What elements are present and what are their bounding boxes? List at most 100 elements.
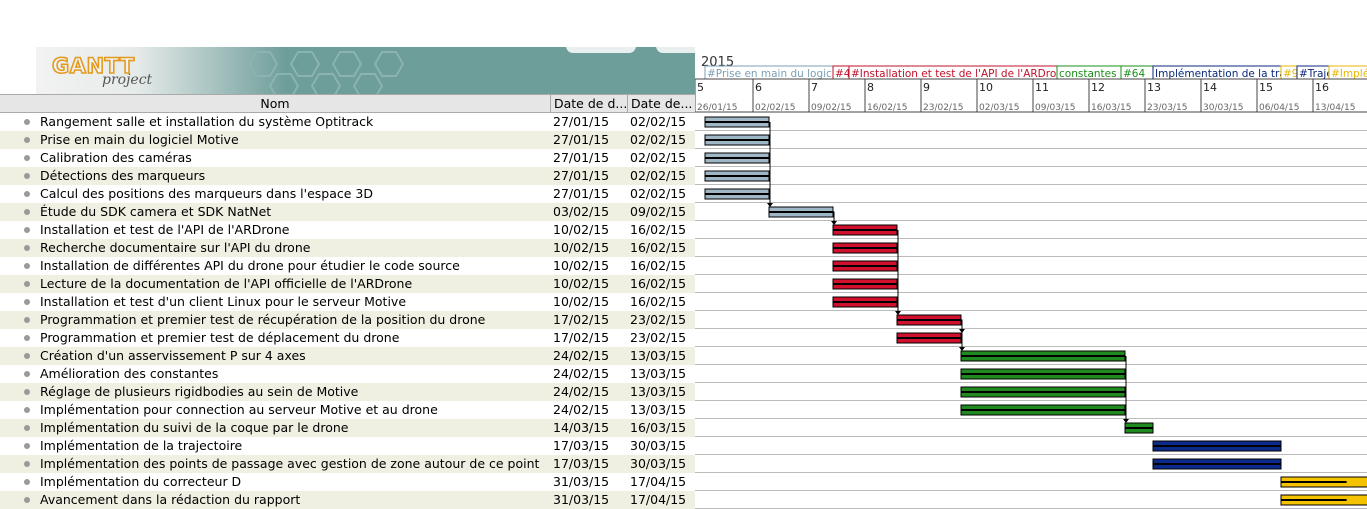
task-start-date[interactable]: 31/03/15 [553, 492, 610, 507]
column-header-end-date[interactable]: Date de... [631, 96, 693, 111]
task-end-date[interactable]: 23/02/15 [630, 330, 687, 345]
task-start-date[interactable]: 17/02/15 [553, 330, 610, 345]
table-row[interactable]: Étude du SDK camera et SDK NatNet 03/02/1… [0, 203, 695, 221]
task-name[interactable]: Lecture de la documentation de l'API off… [40, 276, 413, 291]
task-start-date[interactable]: 10/02/15 [553, 294, 610, 309]
table-row[interactable]: Réglage de plusieurs rigidbodies au sein… [0, 383, 695, 401]
task-name[interactable]: Réglage de plusieurs rigidbodies au sein… [40, 384, 359, 399]
table-row[interactable]: Implémentation pour connection au serveu… [0, 401, 695, 419]
task-name[interactable]: Étude du SDK camera et SDK NatNet [40, 204, 272, 219]
task-end-date[interactable]: 23/02/15 [630, 312, 687, 327]
task-end-date[interactable]: 16/02/15 [630, 276, 687, 291]
task-name[interactable]: Implémentation du suivi de la coque par … [40, 420, 349, 435]
task-end-date[interactable]: 13/03/15 [630, 348, 687, 363]
task-end-date[interactable]: 30/03/15 [630, 456, 687, 471]
task-name[interactable]: Rangement salle et installation du systè… [40, 114, 374, 129]
table-row[interactable]: Calibration des caméras 27/01/15 02/02/15 [0, 149, 695, 167]
table-row[interactable]: Avancement dans la rédaction du rapport 3… [0, 491, 695, 509]
task-name[interactable]: Détections des marqueurs [40, 168, 206, 183]
table-row[interactable]: Installation et test de l'API de l'ARDro… [0, 221, 695, 239]
table-row[interactable]: Implémentation du correcteur D 31/03/15 17… [0, 473, 695, 491]
table-row[interactable]: Implémentation de la trajectoire 17/03/15… [0, 437, 695, 455]
task-start-date[interactable]: 17/02/15 [553, 312, 610, 327]
table-row[interactable]: Amélioration des constantes 24/02/15 13/03… [0, 365, 695, 383]
task-bullet-icon [24, 497, 30, 503]
task-start-date[interactable]: 03/02/15 [553, 204, 610, 219]
gantt-logo[interactable]: GANTT project [50, 52, 170, 92]
table-row[interactable]: Implémentation du suivi de la coque par … [0, 419, 695, 437]
phase-box[interactable] [1328, 65, 1367, 80]
task-start-date[interactable]: 27/01/15 [553, 186, 610, 201]
column-header-name[interactable]: Nom [0, 95, 551, 112]
task-progress-bar [1281, 481, 1347, 483]
task-end-date[interactable]: 02/02/15 [630, 186, 687, 201]
task-end-date[interactable]: 13/03/15 [630, 402, 687, 417]
task-start-date[interactable]: 27/01/15 [553, 150, 610, 165]
task-end-date[interactable]: 02/02/15 [630, 132, 687, 147]
task-start-date[interactable]: 24/02/15 [553, 348, 610, 363]
task-start-date[interactable]: 10/02/15 [553, 222, 610, 237]
task-name[interactable]: Installation et test de l'API de l'ARDro… [40, 222, 290, 237]
task-end-date[interactable]: 02/02/15 [630, 150, 687, 165]
task-end-date[interactable]: 02/02/15 [630, 168, 687, 183]
task-name[interactable]: Installation et test d'un client Linux p… [40, 294, 407, 309]
task-progress-bar [705, 121, 769, 123]
task-name[interactable]: Programmation et premier test de récupér… [40, 312, 486, 327]
table-row[interactable]: Installation et test d'un client Linux p… [0, 293, 695, 311]
task-start-date[interactable]: 27/01/15 [553, 168, 610, 183]
task-end-date[interactable]: 16/02/15 [630, 258, 687, 273]
task-start-date[interactable]: 24/02/15 [553, 402, 610, 417]
task-end-date[interactable]: 13/03/15 [630, 366, 687, 381]
task-progress-bar [769, 211, 833, 213]
task-start-date[interactable]: 31/03/15 [553, 474, 610, 489]
task-end-date[interactable]: 30/03/15 [630, 438, 687, 453]
dependency-arrow-icon [1123, 419, 1129, 423]
task-name[interactable]: Implémentation pour connection au serveu… [40, 402, 438, 417]
table-row[interactable]: Installation de différentes API du drone… [0, 257, 695, 275]
column-header-start-date[interactable]: Date de d... [551, 95, 628, 112]
table-row[interactable]: Programmation et premier test de déplace… [0, 329, 695, 347]
task-start-date[interactable]: 24/02/15 [553, 366, 610, 381]
task-name[interactable]: Création d'un asservissement P sur 4 axe… [40, 348, 306, 363]
task-start-date[interactable]: 17/03/15 [553, 456, 610, 471]
task-name[interactable]: Prise en main du logiciel Motive [40, 132, 239, 147]
table-row[interactable]: Implémentation des points de passage ave… [0, 455, 695, 473]
table-row[interactable]: Calcul des positions des marqueurs dans … [0, 185, 695, 203]
task-end-date[interactable]: 17/04/15 [630, 474, 687, 489]
task-name[interactable]: Amélioration des constantes [40, 366, 219, 381]
task-name[interactable]: Implémentation des points de passage ave… [40, 456, 540, 471]
task-start-date[interactable]: 17/03/15 [553, 438, 610, 453]
task-name[interactable]: Recherche documentaire sur l'API du dron… [40, 240, 311, 255]
table-row[interactable]: Détections des marqueurs 27/01/15 02/02/15 [0, 167, 695, 185]
task-start-date[interactable]: 10/02/15 [553, 240, 610, 255]
task-start-date[interactable]: 27/01/15 [553, 132, 610, 147]
task-name[interactable]: Implémentation de la trajectoire [40, 438, 243, 453]
table-row[interactable]: Création d'un asservissement P sur 4 axe… [0, 347, 695, 365]
task-name[interactable]: Programmation et premier test de déplace… [40, 330, 400, 345]
gantt-chart[interactable]: 2015#Prise en main du logiciel#4 #Install… [695, 0, 1367, 509]
task-end-date[interactable]: 17/04/15 [630, 492, 687, 507]
task-name[interactable]: Implémentation du correcteur D [40, 474, 242, 489]
table-row[interactable]: Prise en main du logiciel Motive 27/01/15… [0, 131, 695, 149]
task-end-date[interactable]: 16/02/15 [630, 294, 687, 309]
dependency-arrow-icon [767, 203, 773, 207]
task-name[interactable]: Installation de différentes API du drone… [40, 258, 460, 273]
task-end-date[interactable]: 13/03/15 [630, 384, 687, 399]
task-name[interactable]: Avancement dans la rédaction du rapport [40, 492, 301, 507]
task-name[interactable]: Calcul des positions des marqueurs dans … [40, 186, 373, 201]
task-end-date[interactable]: 16/02/15 [630, 240, 687, 255]
table-row[interactable]: Rangement salle et installation du systè… [0, 113, 695, 131]
table-row[interactable]: Lecture de la documentation de l'API off… [0, 275, 695, 293]
task-end-date[interactable]: 02/02/15 [630, 114, 687, 129]
task-start-date[interactable]: 10/02/15 [553, 276, 610, 291]
task-start-date[interactable]: 27/01/15 [553, 114, 610, 129]
task-end-date[interactable]: 09/02/15 [630, 204, 687, 219]
task-start-date[interactable]: 14/03/15 [553, 420, 610, 435]
task-end-date[interactable]: 16/03/15 [630, 420, 687, 435]
task-name[interactable]: Calibration des caméras [40, 150, 192, 165]
task-start-date[interactable]: 24/02/15 [553, 384, 610, 399]
table-row[interactable]: Programmation et premier test de récupér… [0, 311, 695, 329]
table-row[interactable]: Recherche documentaire sur l'API du dron… [0, 239, 695, 257]
task-end-date[interactable]: 16/02/15 [630, 222, 687, 237]
task-start-date[interactable]: 10/02/15 [553, 258, 610, 273]
